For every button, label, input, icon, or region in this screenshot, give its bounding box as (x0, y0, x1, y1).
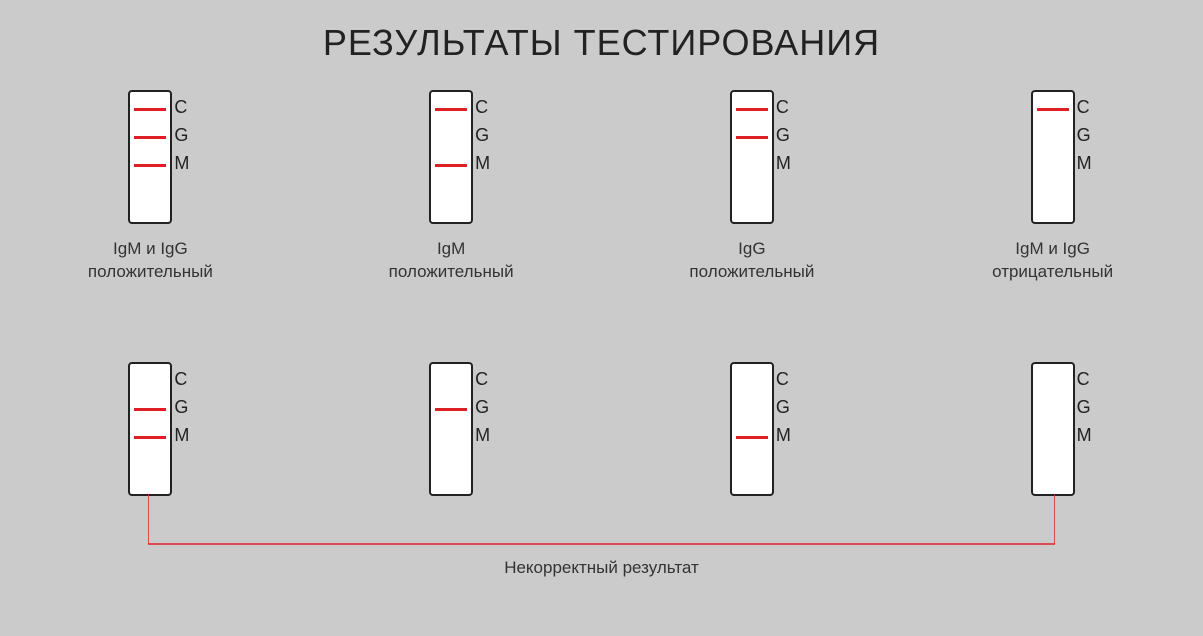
test-result: CGM (301, 362, 602, 496)
marker-label-g: G (174, 126, 188, 144)
result-line-m (736, 436, 768, 439)
test-result: CGM IgM и IgGотрицательный (902, 90, 1203, 284)
test-strip (429, 90, 473, 224)
result-line-g (736, 136, 768, 139)
test-result: CGM IgGположительный (602, 90, 903, 284)
test-strip-wrap: CGM (1031, 362, 1075, 496)
result-line-m (435, 164, 467, 167)
marker-label-g: G (1077, 126, 1091, 144)
test-strip-wrap: CGM (429, 90, 473, 224)
marker-label-m: M (776, 154, 791, 172)
marker-label-m: M (776, 426, 791, 444)
marker-label-m: M (1077, 154, 1092, 172)
marker-label-c: C (475, 98, 488, 116)
result-line-g (134, 136, 166, 139)
test-strip (730, 362, 774, 496)
result-line-m (134, 164, 166, 167)
marker-label-c: C (776, 98, 789, 116)
test-result: CGM IgMположительный (301, 90, 602, 284)
marker-label-g: G (475, 126, 489, 144)
marker-label-c: C (1077, 370, 1090, 388)
test-result: CGM IgM и IgGположительный (0, 90, 301, 284)
marker-label-g: G (1077, 398, 1091, 416)
result-caption: IgM и IgGположительный (88, 238, 213, 284)
marker-label-g: G (776, 398, 790, 416)
result-line-c (736, 108, 768, 111)
marker-label-c: C (475, 370, 488, 388)
marker-label-m: M (174, 154, 189, 172)
test-strip (128, 90, 172, 224)
result-caption: IgM и IgGотрицательный (992, 238, 1113, 284)
test-result: CGM (902, 362, 1203, 496)
result-line-c (134, 108, 166, 111)
marker-label-m: M (174, 426, 189, 444)
results-row-2: CGMCGMCGMCGM (0, 362, 1203, 496)
marker-label-g: G (475, 398, 489, 416)
test-strip-wrap: CGM (730, 90, 774, 224)
test-strip (1031, 362, 1075, 496)
result-caption: IgMположительный (389, 238, 514, 284)
invalid-bracket (148, 494, 1055, 548)
result-line-g (134, 408, 166, 411)
result-line-c (435, 108, 467, 111)
marker-label-c: C (1077, 98, 1090, 116)
page-title: РЕЗУЛЬТАТЫ ТЕСТИРОВАНИЯ (0, 0, 1203, 64)
result-line-m (134, 436, 166, 439)
test-strip (429, 362, 473, 496)
marker-label-m: M (475, 426, 490, 444)
invalid-caption: Некорректный результат (0, 558, 1203, 578)
test-strip (730, 90, 774, 224)
marker-label-g: G (776, 126, 790, 144)
test-strip-wrap: CGM (128, 362, 172, 496)
result-line-g (435, 408, 467, 411)
test-strip-wrap: CGM (128, 90, 172, 224)
marker-label-g: G (174, 398, 188, 416)
test-strip-wrap: CGM (730, 362, 774, 496)
results-row-1: CGMIgM и IgGположительныйCGMIgMположител… (0, 90, 1203, 284)
marker-label-m: M (1077, 426, 1092, 444)
test-strip (1031, 90, 1075, 224)
test-strip-wrap: CGM (1031, 90, 1075, 224)
marker-label-c: C (776, 370, 789, 388)
marker-label-c: C (174, 370, 187, 388)
result-caption: IgGположительный (689, 238, 814, 284)
test-result: CGM (0, 362, 301, 496)
marker-label-c: C (174, 98, 187, 116)
test-strip-wrap: CGM (429, 362, 473, 496)
test-strip (128, 362, 172, 496)
marker-label-m: M (475, 154, 490, 172)
result-line-c (1037, 108, 1069, 111)
test-result: CGM (602, 362, 903, 496)
